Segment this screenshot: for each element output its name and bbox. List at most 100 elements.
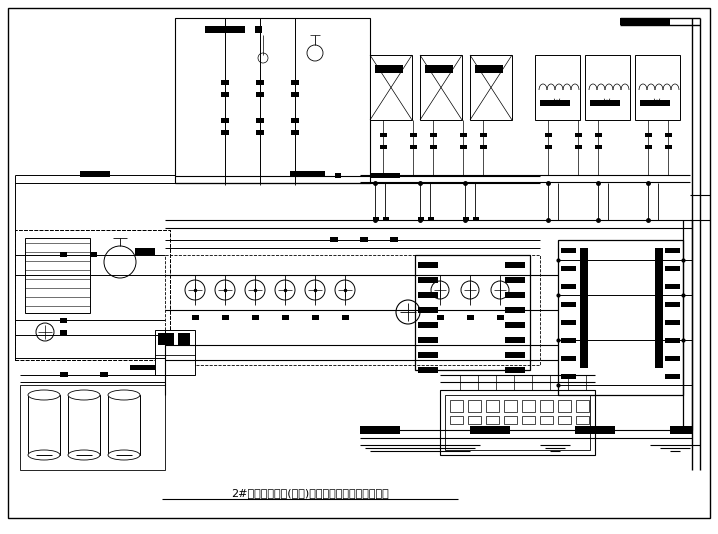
Bar (665, 338, 680, 343)
Bar (620, 18, 670, 25)
Bar (256, 118, 264, 123)
Circle shape (185, 280, 205, 300)
Bar (468, 400, 481, 412)
Bar (595, 145, 602, 149)
Bar (545, 145, 552, 149)
Bar (437, 315, 444, 320)
Bar (665, 248, 680, 253)
Bar (522, 400, 535, 412)
Bar (360, 237, 368, 242)
Bar (135, 248, 155, 255)
Bar (25, 238, 90, 313)
Text: 2#制冷换热机房(公建)空调冷热水制备系统原理图: 2#制冷换热机房(公建)空调冷热水制备系统原理图 (231, 488, 389, 498)
Bar (445, 395, 590, 450)
Bar (418, 352, 438, 358)
Circle shape (258, 53, 268, 63)
Bar (108, 395, 140, 455)
Bar (418, 337, 438, 343)
Bar (505, 367, 525, 373)
Bar (418, 367, 438, 373)
Bar (575, 133, 582, 137)
Bar (256, 80, 264, 85)
Bar (480, 133, 487, 137)
Bar (221, 80, 229, 85)
Bar (590, 100, 620, 106)
Bar (80, 171, 110, 177)
Bar (420, 55, 462, 120)
Bar (68, 395, 100, 455)
Bar (165, 255, 540, 365)
Bar (505, 307, 525, 313)
Bar (497, 315, 504, 320)
Bar (410, 133, 417, 137)
Bar (291, 118, 299, 123)
Bar (15, 230, 170, 360)
Bar (470, 55, 512, 120)
Bar (155, 358, 185, 363)
Bar (505, 352, 525, 358)
Bar (430, 145, 437, 149)
Bar (535, 55, 580, 120)
Bar (440, 390, 595, 455)
Bar (540, 416, 553, 424)
Bar (291, 80, 299, 85)
Bar (375, 65, 403, 73)
Bar (428, 217, 434, 221)
Bar (60, 252, 67, 257)
Circle shape (307, 45, 323, 61)
Bar (580, 248, 588, 368)
Bar (665, 266, 680, 271)
Bar (665, 356, 680, 361)
Bar (558, 400, 571, 412)
Bar (291, 130, 299, 135)
Bar (155, 330, 195, 375)
Ellipse shape (108, 390, 140, 400)
Bar (430, 133, 437, 137)
Bar (486, 400, 499, 412)
Bar (486, 416, 499, 424)
Bar (665, 145, 672, 149)
Bar (473, 217, 479, 221)
Bar (160, 350, 195, 355)
Bar (415, 255, 530, 370)
Bar (192, 315, 199, 320)
Ellipse shape (68, 450, 100, 460)
Circle shape (431, 281, 449, 299)
Circle shape (461, 281, 479, 299)
Bar (575, 426, 615, 434)
Bar (255, 26, 262, 33)
Bar (418, 292, 438, 298)
Bar (60, 318, 67, 323)
Bar (90, 252, 97, 257)
Bar (561, 302, 576, 307)
Bar (373, 217, 379, 221)
Bar (665, 284, 680, 289)
Bar (460, 133, 467, 137)
Ellipse shape (28, 450, 60, 460)
Ellipse shape (28, 390, 60, 400)
Bar (561, 356, 576, 361)
Bar (342, 315, 349, 320)
Bar (221, 130, 229, 135)
Bar (130, 365, 155, 370)
Circle shape (491, 281, 509, 299)
Bar (60, 372, 68, 377)
Bar (380, 133, 387, 137)
Bar (505, 292, 525, 298)
Bar (670, 426, 692, 434)
Circle shape (104, 246, 136, 278)
Bar (370, 173, 400, 178)
Circle shape (215, 280, 235, 300)
Bar (635, 55, 680, 120)
Bar (383, 217, 389, 221)
Bar (60, 330, 67, 335)
Bar (561, 320, 576, 325)
Bar (312, 315, 319, 320)
Bar (561, 284, 576, 289)
Bar (380, 145, 387, 149)
Bar (540, 100, 570, 106)
Bar (390, 237, 398, 242)
Bar (545, 133, 552, 137)
Bar (425, 65, 453, 73)
Bar (450, 400, 463, 412)
